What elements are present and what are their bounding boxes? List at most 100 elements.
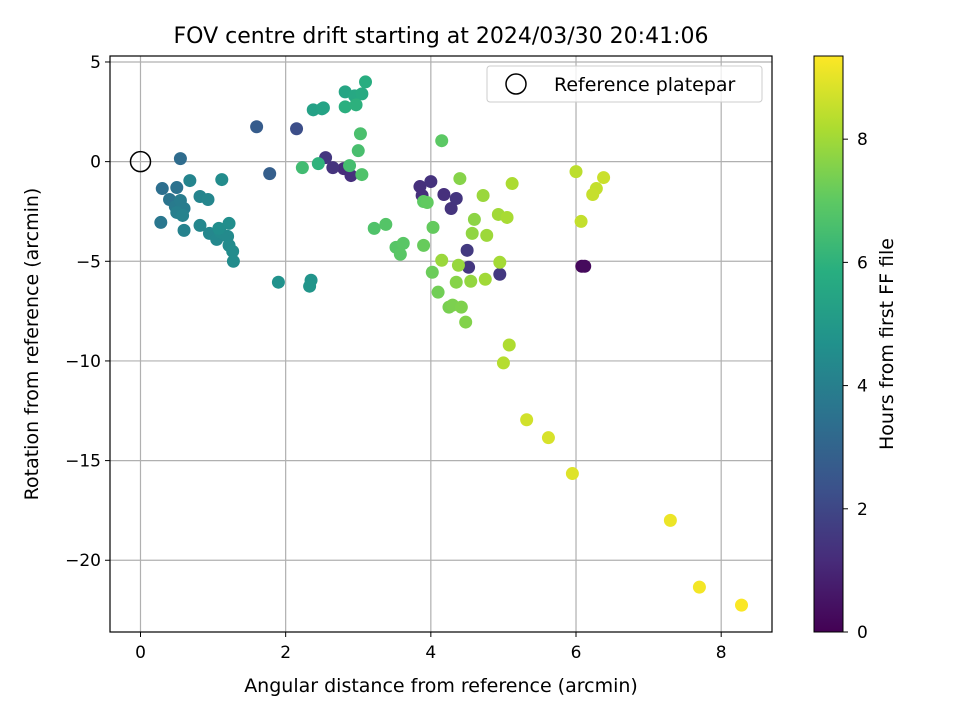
data-point xyxy=(435,134,449,148)
data-point xyxy=(500,210,514,224)
data-point xyxy=(222,216,236,230)
data-point xyxy=(437,188,451,202)
x-tick-label: 0 xyxy=(135,643,146,663)
data-point xyxy=(496,356,510,370)
legend-open-circle-marker xyxy=(505,73,527,95)
data-point xyxy=(155,182,169,196)
data-point xyxy=(343,159,357,173)
plot-area-frame xyxy=(109,55,773,633)
scatter-points xyxy=(154,75,749,612)
reference-marker-layer xyxy=(129,150,152,173)
data-point xyxy=(480,228,494,242)
data-point xyxy=(502,338,516,352)
chart-title: FOV centre drift starting at 2024/03/30 … xyxy=(174,24,709,49)
x-tick-label: 4 xyxy=(425,643,436,663)
colorbar: 0 2 4 6 8 Hours from first FF file xyxy=(813,55,898,643)
data-point xyxy=(476,189,490,203)
data-point xyxy=(462,260,476,274)
data-point xyxy=(215,173,229,187)
data-point xyxy=(303,279,317,293)
data-point xyxy=(420,195,434,209)
colorbar-tick-label: 0 xyxy=(857,623,868,643)
data-point xyxy=(444,201,458,215)
x-axis-label: Angular distance from reference (arcmin) xyxy=(244,675,638,697)
data-point xyxy=(493,267,507,281)
data-point xyxy=(212,221,226,235)
data-point xyxy=(338,100,352,114)
data-point xyxy=(170,181,184,195)
data-point xyxy=(505,177,519,191)
data-point xyxy=(316,101,330,115)
data-point xyxy=(201,193,215,207)
data-point xyxy=(449,192,463,206)
data-point xyxy=(290,122,304,136)
data-point xyxy=(176,208,190,222)
data-point xyxy=(453,172,467,186)
data-point xyxy=(177,223,191,237)
data-point xyxy=(417,238,431,252)
data-point xyxy=(351,144,365,158)
data-point xyxy=(226,254,240,268)
data-point xyxy=(460,243,474,257)
data-point xyxy=(355,87,369,101)
data-point xyxy=(478,272,492,286)
data-point xyxy=(586,188,600,202)
grid xyxy=(110,56,772,632)
data-point xyxy=(271,275,285,289)
y-tick-label: −15 xyxy=(65,452,101,472)
y-tick-label: −20 xyxy=(65,551,101,571)
data-point xyxy=(250,120,264,134)
data-point xyxy=(735,598,749,612)
data-point xyxy=(520,413,534,427)
data-point xyxy=(493,255,507,269)
data-point xyxy=(578,259,592,273)
data-point xyxy=(183,174,197,188)
data-point xyxy=(349,98,363,112)
data-point xyxy=(326,161,340,175)
colorbar-ticks: 0 2 4 6 8 xyxy=(843,130,868,643)
legend-box xyxy=(486,65,763,103)
data-point xyxy=(459,315,473,329)
legend: Reference platepar xyxy=(486,65,763,103)
x-tick-label: 8 xyxy=(716,643,727,663)
data-point xyxy=(311,157,325,171)
data-point xyxy=(663,513,677,527)
data-point xyxy=(565,467,579,481)
data-point xyxy=(569,165,583,179)
data-point xyxy=(344,169,358,183)
y-axis-label: Rotation from reference (arcmin) xyxy=(21,188,43,501)
data-point xyxy=(425,265,439,279)
colorbar-tick-label: 6 xyxy=(857,253,868,273)
data-point xyxy=(226,244,240,258)
data-point xyxy=(263,167,277,181)
colorbar-gradient xyxy=(813,55,844,633)
legend-label: Reference platepar xyxy=(554,74,736,96)
data-point xyxy=(692,580,706,594)
data-point xyxy=(454,300,468,314)
data-point xyxy=(355,168,369,182)
data-point xyxy=(431,285,445,299)
data-point xyxy=(396,236,410,250)
data-point xyxy=(464,274,478,288)
data-point xyxy=(435,253,449,267)
data-point xyxy=(597,171,611,185)
x-tick-label: 6 xyxy=(571,643,582,663)
y-tick-label: −10 xyxy=(65,352,101,372)
data-point xyxy=(367,221,381,235)
data-point xyxy=(426,220,440,234)
data-point xyxy=(451,258,465,272)
data-point xyxy=(173,152,187,166)
data-point xyxy=(393,247,407,261)
data-point xyxy=(379,217,393,231)
x-axis-ticks: 0 2 4 6 8 xyxy=(135,632,727,663)
colorbar-label: Hours from first FF file xyxy=(876,238,898,450)
data-point xyxy=(353,127,367,141)
y-tick-label: 5 xyxy=(90,53,101,73)
colorbar-tick-label: 8 xyxy=(857,130,868,150)
y-axis-ticks: 5 0 −5 −10 −15 −20 xyxy=(65,53,110,571)
data-point xyxy=(541,431,555,445)
x-tick-label: 2 xyxy=(280,643,291,663)
colorbar-tick-label: 2 xyxy=(857,500,868,520)
data-point xyxy=(295,161,309,175)
y-tick-label: −5 xyxy=(76,252,101,272)
